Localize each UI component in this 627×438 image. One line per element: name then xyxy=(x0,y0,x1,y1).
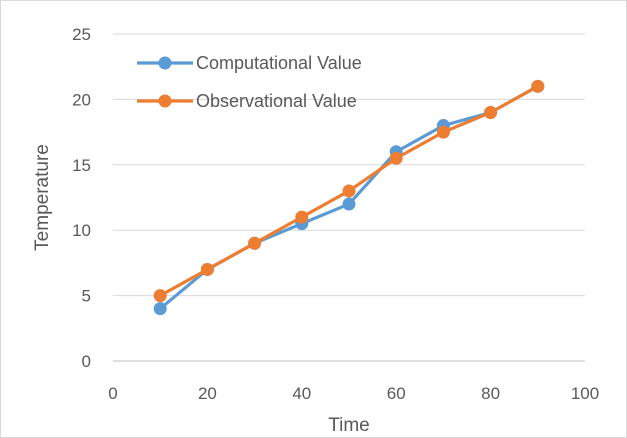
data-point xyxy=(153,302,167,316)
data-point xyxy=(248,236,262,250)
legend-entry-computational: Computational Value xyxy=(196,53,362,73)
x-tick-label: 40 xyxy=(292,384,311,403)
data-point xyxy=(436,125,450,139)
legend-entry-observational: Observational Value xyxy=(196,91,357,111)
legend-swatch-marker xyxy=(158,56,172,70)
y-tick-label: 25 xyxy=(72,25,91,44)
data-point xyxy=(484,105,498,119)
legend: Computational Value Observational Value xyxy=(137,53,362,111)
data-point xyxy=(531,79,545,93)
data-point xyxy=(200,262,214,276)
data-point xyxy=(389,151,403,165)
gridlines xyxy=(113,33,585,297)
x-axis-title: Time xyxy=(328,415,370,436)
y-axis-title: Temperature xyxy=(32,144,53,251)
y-tick-label: 5 xyxy=(82,287,91,306)
x-tick-label: 80 xyxy=(481,384,500,403)
y-tick-label: 15 xyxy=(72,156,91,175)
series-layer xyxy=(153,79,545,316)
data-point xyxy=(342,197,356,211)
data-point xyxy=(342,184,356,198)
x-tick-labels: 0 20 40 60 80 100 xyxy=(108,384,599,403)
legend-swatch-marker xyxy=(158,94,172,108)
x-tick-label: 0 xyxy=(108,384,117,403)
y-tick-label: 20 xyxy=(72,90,91,109)
y-tick-labels: 0 5 10 15 20 25 xyxy=(72,25,91,371)
series-observational xyxy=(153,79,545,303)
x-tick-label: 100 xyxy=(571,384,599,403)
y-tick-label: 0 xyxy=(82,352,91,371)
y-tick-label: 10 xyxy=(72,221,91,240)
data-point xyxy=(295,210,309,224)
x-tick-label: 60 xyxy=(387,384,406,403)
x-tick-label: 20 xyxy=(198,384,217,403)
data-point xyxy=(153,289,167,303)
